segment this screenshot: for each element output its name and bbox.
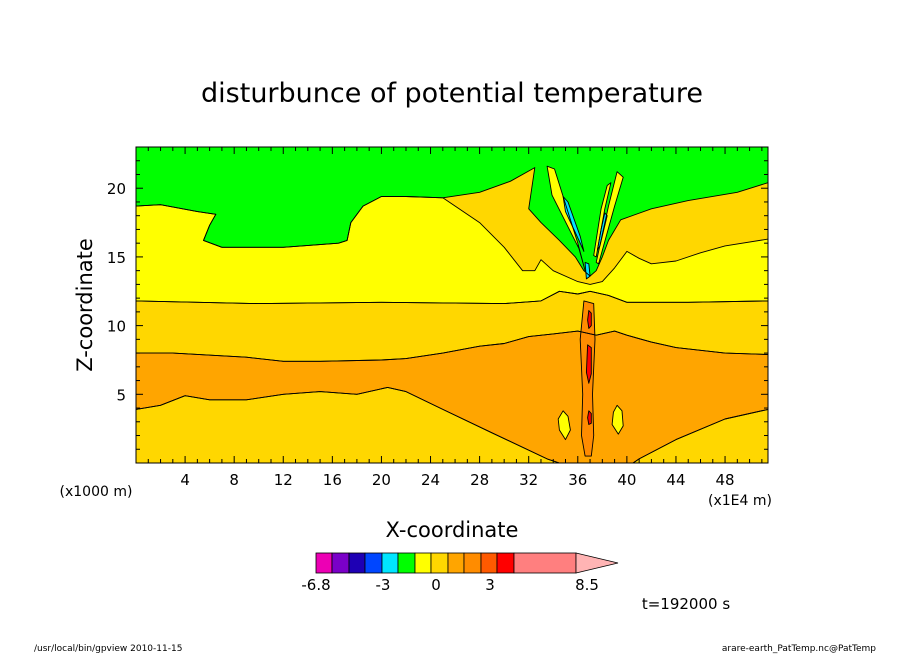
colorbar-swatch	[397, 552, 416, 574]
colorbar-label: -6.8	[301, 576, 330, 594]
x-tick-label: 24	[421, 471, 440, 489]
x-tick-label: 40	[617, 471, 636, 489]
x-tick-label: 16	[323, 471, 342, 489]
colorbar-swatch	[381, 552, 399, 574]
colorbar-label: 3	[485, 576, 495, 594]
contour-band-7	[596, 171, 624, 264]
y-tick-label: 5	[116, 386, 126, 404]
colorbar-swatch	[513, 552, 577, 574]
colorbar	[315, 552, 619, 574]
colorbar-swatch	[447, 552, 465, 574]
y-axis-label: Z-coordinate	[73, 238, 97, 372]
contour-band-6	[547, 166, 586, 271]
colorbar-swatch	[331, 552, 350, 574]
contour-band-9	[563, 196, 584, 252]
footer-source: arare-earth_PatTemp.nc@PatTemp	[722, 644, 876, 654]
contour-line-13	[611, 404, 624, 435]
colorbar-label: 0	[431, 576, 441, 594]
y-tick-label: 15	[107, 249, 126, 267]
colorbar-swatch	[315, 552, 333, 574]
contour-band-5	[633, 409, 768, 463]
contour-line-8	[593, 182, 612, 258]
x-tick-label: 4	[180, 471, 190, 489]
plot-frame	[135, 146, 769, 464]
x-tick-label: 36	[568, 471, 587, 489]
x-unit-label: (x1E4 m)	[708, 493, 772, 509]
contour-line-14	[579, 300, 596, 457]
colorbar-label: 8.5	[575, 576, 599, 594]
contour-line-6	[546, 165, 586, 272]
y-tick-label: 20	[107, 180, 126, 198]
contour-line-7	[595, 171, 624, 265]
contour-line-11	[584, 261, 591, 280]
contour-band-1	[136, 196, 768, 304]
time-label: t=192000 s	[642, 595, 730, 613]
contour-line-17	[587, 410, 592, 425]
colorbar-swatch	[496, 552, 515, 574]
contour-line-16	[587, 310, 592, 329]
y-tick-label: 10	[107, 318, 126, 336]
x-axis-label: X-coordinate	[386, 518, 519, 542]
contour-band-0	[136, 147, 768, 277]
contour-line-15	[585, 344, 592, 384]
contour-band-13	[612, 405, 624, 435]
footer-command: /usr/local/bin/gpview 2010-11-15	[34, 644, 182, 654]
contour-line-10	[596, 212, 608, 251]
contour-bands	[136, 147, 768, 463]
x-tick-label: 48	[716, 471, 735, 489]
colorbar-arrow	[575, 552, 619, 574]
x-tick-label: 12	[274, 471, 293, 489]
colorbar-swatch	[414, 552, 432, 574]
colorbar-swatch	[364, 552, 383, 574]
x-tick-label: 44	[666, 471, 685, 489]
colorbar-swatch	[480, 552, 498, 574]
contour-band-2	[136, 291, 768, 362]
chart-title: disturbunce of potential temperature	[201, 78, 703, 109]
colorbar-swatch	[463, 552, 482, 574]
x-tick-label: 20	[372, 471, 391, 489]
contour-line-9	[562, 196, 585, 252]
y-unit-label: (x1000 m)	[60, 484, 133, 500]
x-tick-label: 8	[229, 471, 239, 489]
contour-band-8	[593, 182, 611, 257]
colorbar-label: -3	[376, 576, 391, 594]
contour-lines	[135, 146, 769, 464]
colorbar-swatch	[348, 552, 366, 574]
colorbar-swatch	[430, 552, 449, 574]
y-axis-ticks: 5 10 15 20	[107, 160, 768, 450]
x-axis-ticks: 4 8 12 16 20 24 28 32 36 40 44 48	[147, 147, 763, 489]
contour-band-3	[136, 331, 768, 463]
colorbar-labels: -6.8 -3 0 3 8.5	[301, 576, 599, 594]
x-tick-label: 32	[519, 471, 538, 489]
x-tick-label: 28	[470, 471, 489, 489]
contour-line-12	[557, 410, 571, 441]
contour-band-4	[136, 387, 560, 463]
